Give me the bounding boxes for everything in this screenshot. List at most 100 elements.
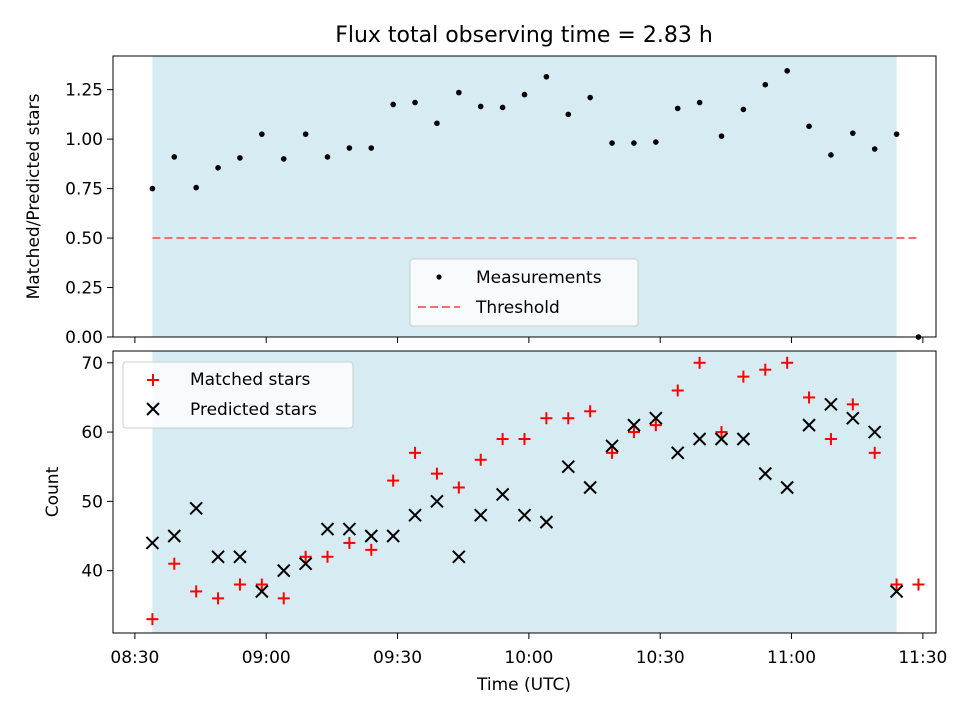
matched-star-points: [146, 356, 925, 626]
predicted-star-stroke-b: [824, 397, 838, 412]
predicted-star-stroke-b: [736, 432, 751, 446]
matched-star-point: [365, 543, 378, 556]
top-axes-frame: [112, 55, 937, 338]
measurement-point: [324, 154, 331, 160]
top-y-tick-label: 0.00: [65, 328, 103, 348]
legend-matched-label: Matched stars: [190, 370, 310, 390]
predicted-star-point: [692, 432, 707, 446]
top-y-tick-label: 0.25: [65, 279, 103, 299]
predicted-star-points: [145, 397, 904, 599]
predicted-star-point: [342, 522, 357, 536]
matched-star-point: [715, 426, 728, 439]
bottom-x-tick-label: 11:00: [767, 648, 816, 668]
predicted-star-stroke-b: [846, 411, 860, 425]
predicted-star-stroke-b: [452, 550, 466, 564]
measurement-point: [412, 99, 418, 106]
matched-star-point: [430, 467, 443, 480]
predicted-star-stroke-b: [277, 563, 291, 578]
bottom-x-tick-label: 09:00: [242, 648, 291, 668]
matched-star-point: [671, 384, 684, 397]
measurement-point: [499, 104, 506, 111]
measurement-point: [171, 154, 178, 160]
predicted-star-point: [539, 515, 554, 529]
predicted-star-point: [846, 411, 860, 425]
predicted-star-stroke-b: [692, 432, 707, 446]
top-y-tick-label: 0.50: [65, 229, 103, 249]
measurement-point: [434, 120, 440, 127]
measurement-points: [149, 68, 922, 340]
predicted-star-point: [298, 557, 313, 571]
predicted-star-stroke-b: [167, 529, 181, 543]
legend-threshold-label: Threshold: [475, 298, 560, 318]
measurement-point: [346, 145, 353, 151]
predicted-star-stroke-b: [889, 584, 904, 599]
predicted-star-point: [736, 432, 751, 446]
measurement-point: [368, 145, 375, 151]
measurement-point: [215, 165, 221, 171]
predicted-star-point: [211, 550, 225, 564]
measurement-point: [302, 131, 309, 137]
matched-star-point: [277, 592, 290, 605]
measurement-point: [893, 131, 900, 137]
bottom-x-axis: 08:30 09:00 09:30 10:00 10:30 11:00 11:30: [110, 633, 947, 668]
predicted-star-point: [255, 584, 269, 599]
predicted-star-point: [758, 466, 772, 481]
legend-matched-marker: [147, 374, 159, 386]
measurement-point: [477, 103, 484, 110]
measurement-point: [850, 130, 856, 136]
matched-star-point: [737, 370, 750, 383]
bottom-legend-box: [122, 361, 354, 429]
bottom-y-tick-label: 40: [81, 562, 103, 582]
measurement-point: [696, 99, 703, 106]
measurement-point: [609, 140, 615, 146]
measurement-point: [762, 81, 769, 88]
measurement-point: [718, 133, 725, 139]
measurement-point: [653, 139, 659, 145]
predicted-star-stroke-b: [605, 439, 619, 453]
bottom-ylabel: Count: [43, 466, 63, 517]
predicted-star-point: [649, 411, 663, 425]
matched-star-point: [409, 446, 422, 459]
measurement-point: [456, 89, 462, 96]
predicted-star-stroke-b: [211, 550, 225, 564]
predicted-star-point: [824, 397, 838, 412]
predicted-star-point: [430, 494, 444, 509]
predicted-star-stroke-b: [802, 418, 816, 432]
predicted-star-stroke-b: [233, 550, 247, 564]
predicted-star-point: [320, 522, 335, 536]
predicted-star-stroke-b: [408, 508, 422, 522]
matched-star-point: [803, 391, 816, 404]
predicted-star-point: [802, 418, 816, 432]
measurement-point: [631, 140, 637, 146]
matched-star-point: [496, 432, 509, 445]
top-y-tick-label: 1.25: [65, 81, 103, 101]
measurement-point: [521, 91, 528, 98]
predicted-star-stroke-b: [517, 508, 532, 522]
predicted-star-stroke-b: [758, 466, 772, 481]
matched-star-point: [912, 578, 925, 591]
bottom-xlabel: Time (UTC): [476, 675, 571, 695]
predicted-star-stroke-b: [386, 529, 400, 543]
measurement-point: [390, 101, 396, 108]
matched-star-point: [212, 592, 225, 605]
matched-star-point: [540, 412, 553, 425]
predicted-star-stroke-b: [342, 522, 357, 536]
predicted-star-point: [277, 563, 291, 578]
measurement-point: [871, 146, 878, 152]
measurement-point: [193, 184, 199, 191]
bottom-y-tick-label: 60: [81, 423, 103, 443]
bottom-x-tick-label: 08:30: [110, 648, 159, 668]
matched-star-point: [562, 412, 575, 425]
matched-star-point: [452, 481, 465, 494]
top-ylabel: Matched/Predicted stars: [24, 93, 44, 299]
bottom-x-tick-label: 10:00: [504, 648, 553, 668]
measurement-point: [237, 155, 243, 161]
measurement-point: [806, 123, 812, 130]
matched-star-point: [474, 453, 487, 466]
predicted-star-point: [517, 508, 532, 522]
predicted-star-stroke-b: [780, 480, 794, 495]
predicted-star-stroke-b: [583, 480, 597, 495]
predicted-star-point: [167, 529, 181, 543]
matched-star-point: [321, 550, 334, 563]
